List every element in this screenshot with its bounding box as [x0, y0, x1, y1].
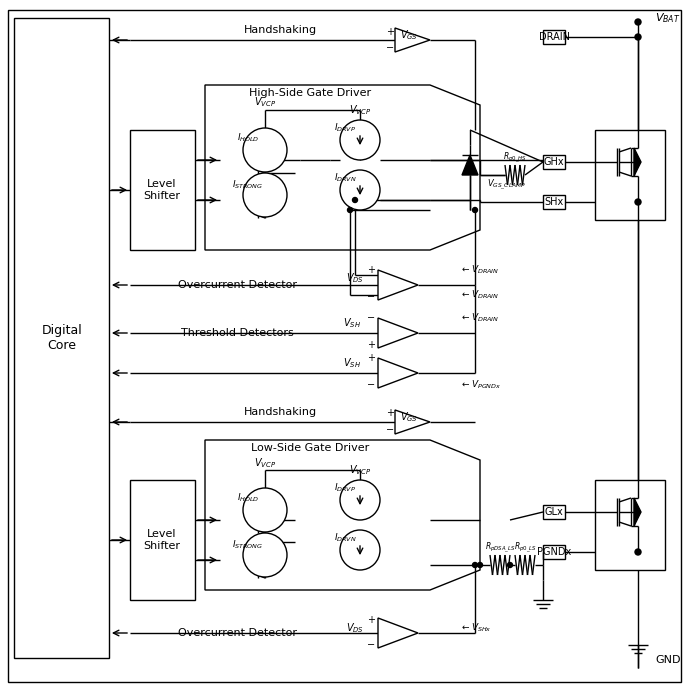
Text: GHx: GHx — [544, 157, 564, 167]
Circle shape — [347, 208, 353, 212]
Polygon shape — [378, 358, 418, 388]
Circle shape — [635, 19, 641, 25]
Text: SHx: SHx — [544, 197, 564, 207]
Text: $I_{STRONG}$: $I_{STRONG}$ — [232, 539, 264, 552]
Text: $V_{GS\_CLAMP}$: $V_{GS\_CLAMP}$ — [487, 178, 526, 192]
Bar — [130, 130, 195, 250]
Text: $R_{p0\_HS}$: $R_{p0\_HS}$ — [503, 151, 527, 165]
Text: $V_{DS}$: $V_{DS}$ — [346, 621, 364, 635]
Text: $V_{VCP}$: $V_{VCP}$ — [349, 463, 371, 477]
Circle shape — [473, 563, 477, 567]
Text: +: + — [367, 340, 375, 350]
Text: $I_{DRVN}$: $I_{DRVN}$ — [333, 531, 356, 544]
Bar — [14, 18, 109, 658]
Text: $V_{SH}$: $V_{SH}$ — [343, 316, 361, 330]
Circle shape — [477, 563, 482, 567]
Text: +: + — [367, 265, 375, 275]
Bar — [130, 480, 195, 600]
Text: Low-Side Gate Driver: Low-Side Gate Driver — [251, 443, 369, 453]
Text: $V_{GS}$: $V_{GS}$ — [400, 28, 418, 42]
Text: −: − — [367, 640, 375, 650]
Text: $\leftarrow V_{PGNDx}$: $\leftarrow V_{PGNDx}$ — [460, 379, 502, 391]
Text: $I_{HOLD}$: $I_{HOLD}$ — [237, 492, 259, 504]
Text: $I_{DRVN}$: $I_{DRVN}$ — [333, 172, 356, 184]
Circle shape — [340, 120, 380, 160]
Bar — [595, 480, 665, 570]
Text: Overcurrent Detector: Overcurrent Detector — [178, 628, 296, 638]
Text: Handshaking: Handshaking — [243, 407, 316, 417]
Text: Handshaking: Handshaking — [243, 25, 316, 35]
Text: $\leftarrow V_{SHx}$: $\leftarrow V_{SHx}$ — [460, 621, 492, 635]
Polygon shape — [395, 28, 430, 52]
Bar — [543, 545, 565, 559]
Polygon shape — [462, 155, 478, 175]
Bar — [543, 505, 565, 519]
Circle shape — [635, 199, 641, 205]
Text: −: − — [386, 43, 394, 53]
Bar — [543, 195, 565, 209]
Text: $I_{STRONG}$: $I_{STRONG}$ — [232, 179, 264, 191]
Text: +: + — [367, 353, 375, 363]
Text: DRAIN: DRAIN — [539, 32, 570, 42]
Bar — [543, 155, 565, 169]
Polygon shape — [378, 318, 418, 348]
Text: High-Side Gate Driver: High-Side Gate Driver — [249, 88, 371, 98]
Circle shape — [243, 533, 287, 577]
Text: PGNDx: PGNDx — [537, 547, 571, 557]
Text: $V_{VCP}$: $V_{VCP}$ — [349, 103, 371, 117]
Text: Digital
Core: Digital Core — [41, 324, 83, 352]
Circle shape — [635, 34, 641, 40]
Text: +: + — [386, 27, 394, 37]
Text: $\leftarrow V_{DRAIN}$: $\leftarrow V_{DRAIN}$ — [460, 312, 500, 325]
Text: $R_{pDSA\_LS}$: $R_{pDSA\_LS}$ — [484, 540, 515, 555]
Polygon shape — [634, 148, 641, 176]
Text: GND: GND — [655, 655, 681, 665]
Text: $I_{DRVP}$: $I_{DRVP}$ — [334, 122, 356, 134]
Polygon shape — [205, 440, 480, 590]
Polygon shape — [205, 85, 480, 250]
Text: $V_{DS}$: $V_{DS}$ — [346, 271, 364, 285]
Polygon shape — [378, 618, 418, 648]
Text: $R_{p0\_LS}$: $R_{p0\_LS}$ — [513, 540, 537, 555]
Circle shape — [243, 173, 287, 217]
Text: Level
Shifter: Level Shifter — [143, 179, 181, 201]
Text: $\leftarrow V_{DRAIN}$: $\leftarrow V_{DRAIN}$ — [460, 289, 500, 301]
Text: +: + — [367, 615, 375, 625]
Polygon shape — [395, 410, 430, 434]
Text: Threshold Detectors: Threshold Detectors — [181, 328, 294, 338]
Bar — [543, 30, 565, 44]
Polygon shape — [634, 498, 641, 526]
Text: −: − — [367, 380, 375, 390]
Text: $V_{GS}$: $V_{GS}$ — [400, 410, 418, 424]
Text: GLx: GLx — [544, 507, 564, 517]
Circle shape — [340, 530, 380, 570]
Text: −: − — [367, 292, 375, 302]
Polygon shape — [378, 270, 418, 300]
Circle shape — [353, 197, 358, 203]
Text: −: − — [386, 425, 394, 435]
Circle shape — [508, 563, 513, 567]
Text: $\leftarrow V_{DRAIN}$: $\leftarrow V_{DRAIN}$ — [460, 264, 500, 276]
Text: $V_{VCP}$: $V_{VCP}$ — [254, 95, 276, 109]
Circle shape — [340, 480, 380, 520]
Text: −: − — [367, 313, 375, 323]
Circle shape — [243, 488, 287, 532]
Bar — [595, 130, 665, 220]
Text: $V_{BAT}$: $V_{BAT}$ — [655, 11, 681, 25]
Circle shape — [243, 128, 287, 172]
Text: Level
Shifter: Level Shifter — [143, 529, 181, 551]
Text: $I_{HOLD}$: $I_{HOLD}$ — [237, 131, 259, 144]
Circle shape — [635, 549, 641, 555]
Text: $I_{DRVP}$: $I_{DRVP}$ — [334, 482, 356, 494]
Text: $V_{VCP}$: $V_{VCP}$ — [254, 456, 276, 470]
Text: $V_{SH}$: $V_{SH}$ — [343, 356, 361, 370]
Text: +: + — [386, 408, 394, 418]
Circle shape — [340, 170, 380, 210]
Text: Overcurrent Detector: Overcurrent Detector — [178, 280, 296, 290]
Circle shape — [473, 208, 477, 212]
